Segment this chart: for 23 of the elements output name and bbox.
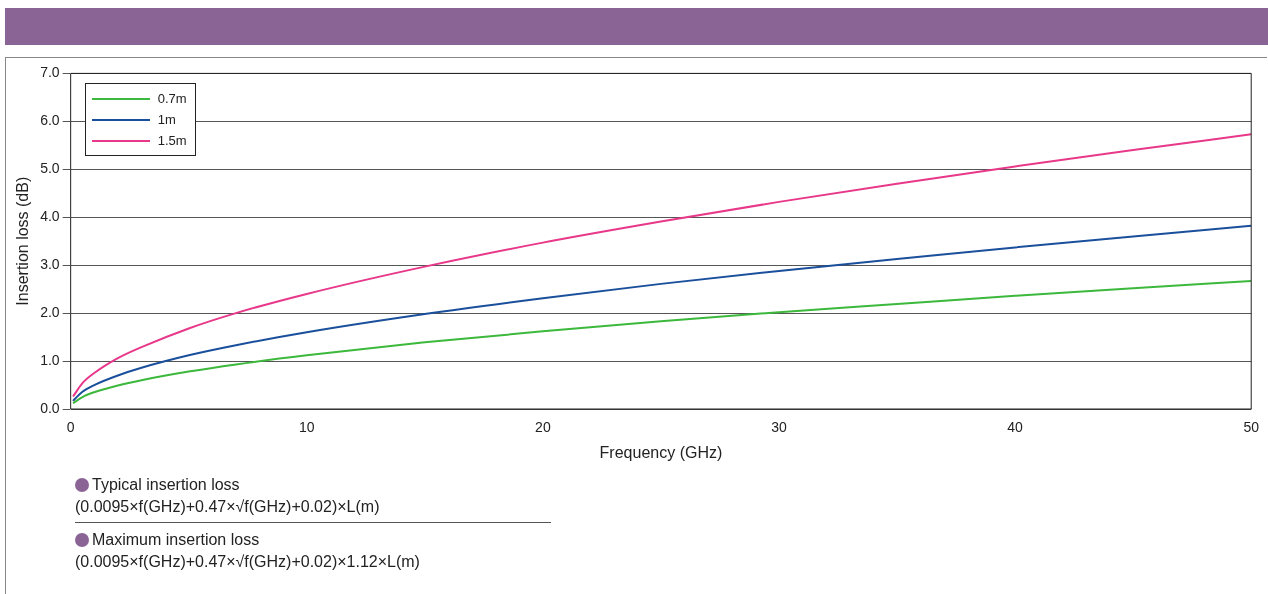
y-tick-label: 6.0 <box>40 112 60 129</box>
text: Maximum insertion loss <box>92 531 260 549</box>
y-tick-label: 5.0 <box>40 160 60 177</box>
text: (0.0095×f(GHz)+0.47×√f(GHz)+0.02)×L(m) <box>75 497 381 517</box>
y-axis-title: Insertion loss (dB) <box>14 176 32 306</box>
x-tick-label: 10 <box>298 419 315 436</box>
text: (0.0095×f(GHz)+0.47×√f(GHz)+0.02)×1.12×L(m) <box>75 552 421 572</box>
text: Typical insertion loss <box>92 476 240 494</box>
y-tick-label: 3.0 <box>40 256 60 273</box>
y-tick-label: 7.0 <box>40 64 60 81</box>
x-tick-label: 40 <box>1007 419 1024 436</box>
x-tick-label: 50 <box>1243 419 1260 436</box>
legend-label: 0.7m <box>157 91 187 107</box>
y-tick-label: 0.0 <box>40 399 60 416</box>
x-tick-label: 20 <box>535 419 551 436</box>
legend-label: 1m <box>157 112 176 128</box>
y-tick-label: 1.0 <box>40 351 60 368</box>
legend-label: 1.5m <box>157 133 187 149</box>
y-tick-label: 2.0 <box>40 303 60 320</box>
x-tick-label: 0 <box>66 419 75 436</box>
x-tick-label: 30 <box>771 419 787 436</box>
x-axis-title: Frequency (GHz) <box>599 443 723 461</box>
y-tick-label: 4.0 <box>40 208 60 225</box>
